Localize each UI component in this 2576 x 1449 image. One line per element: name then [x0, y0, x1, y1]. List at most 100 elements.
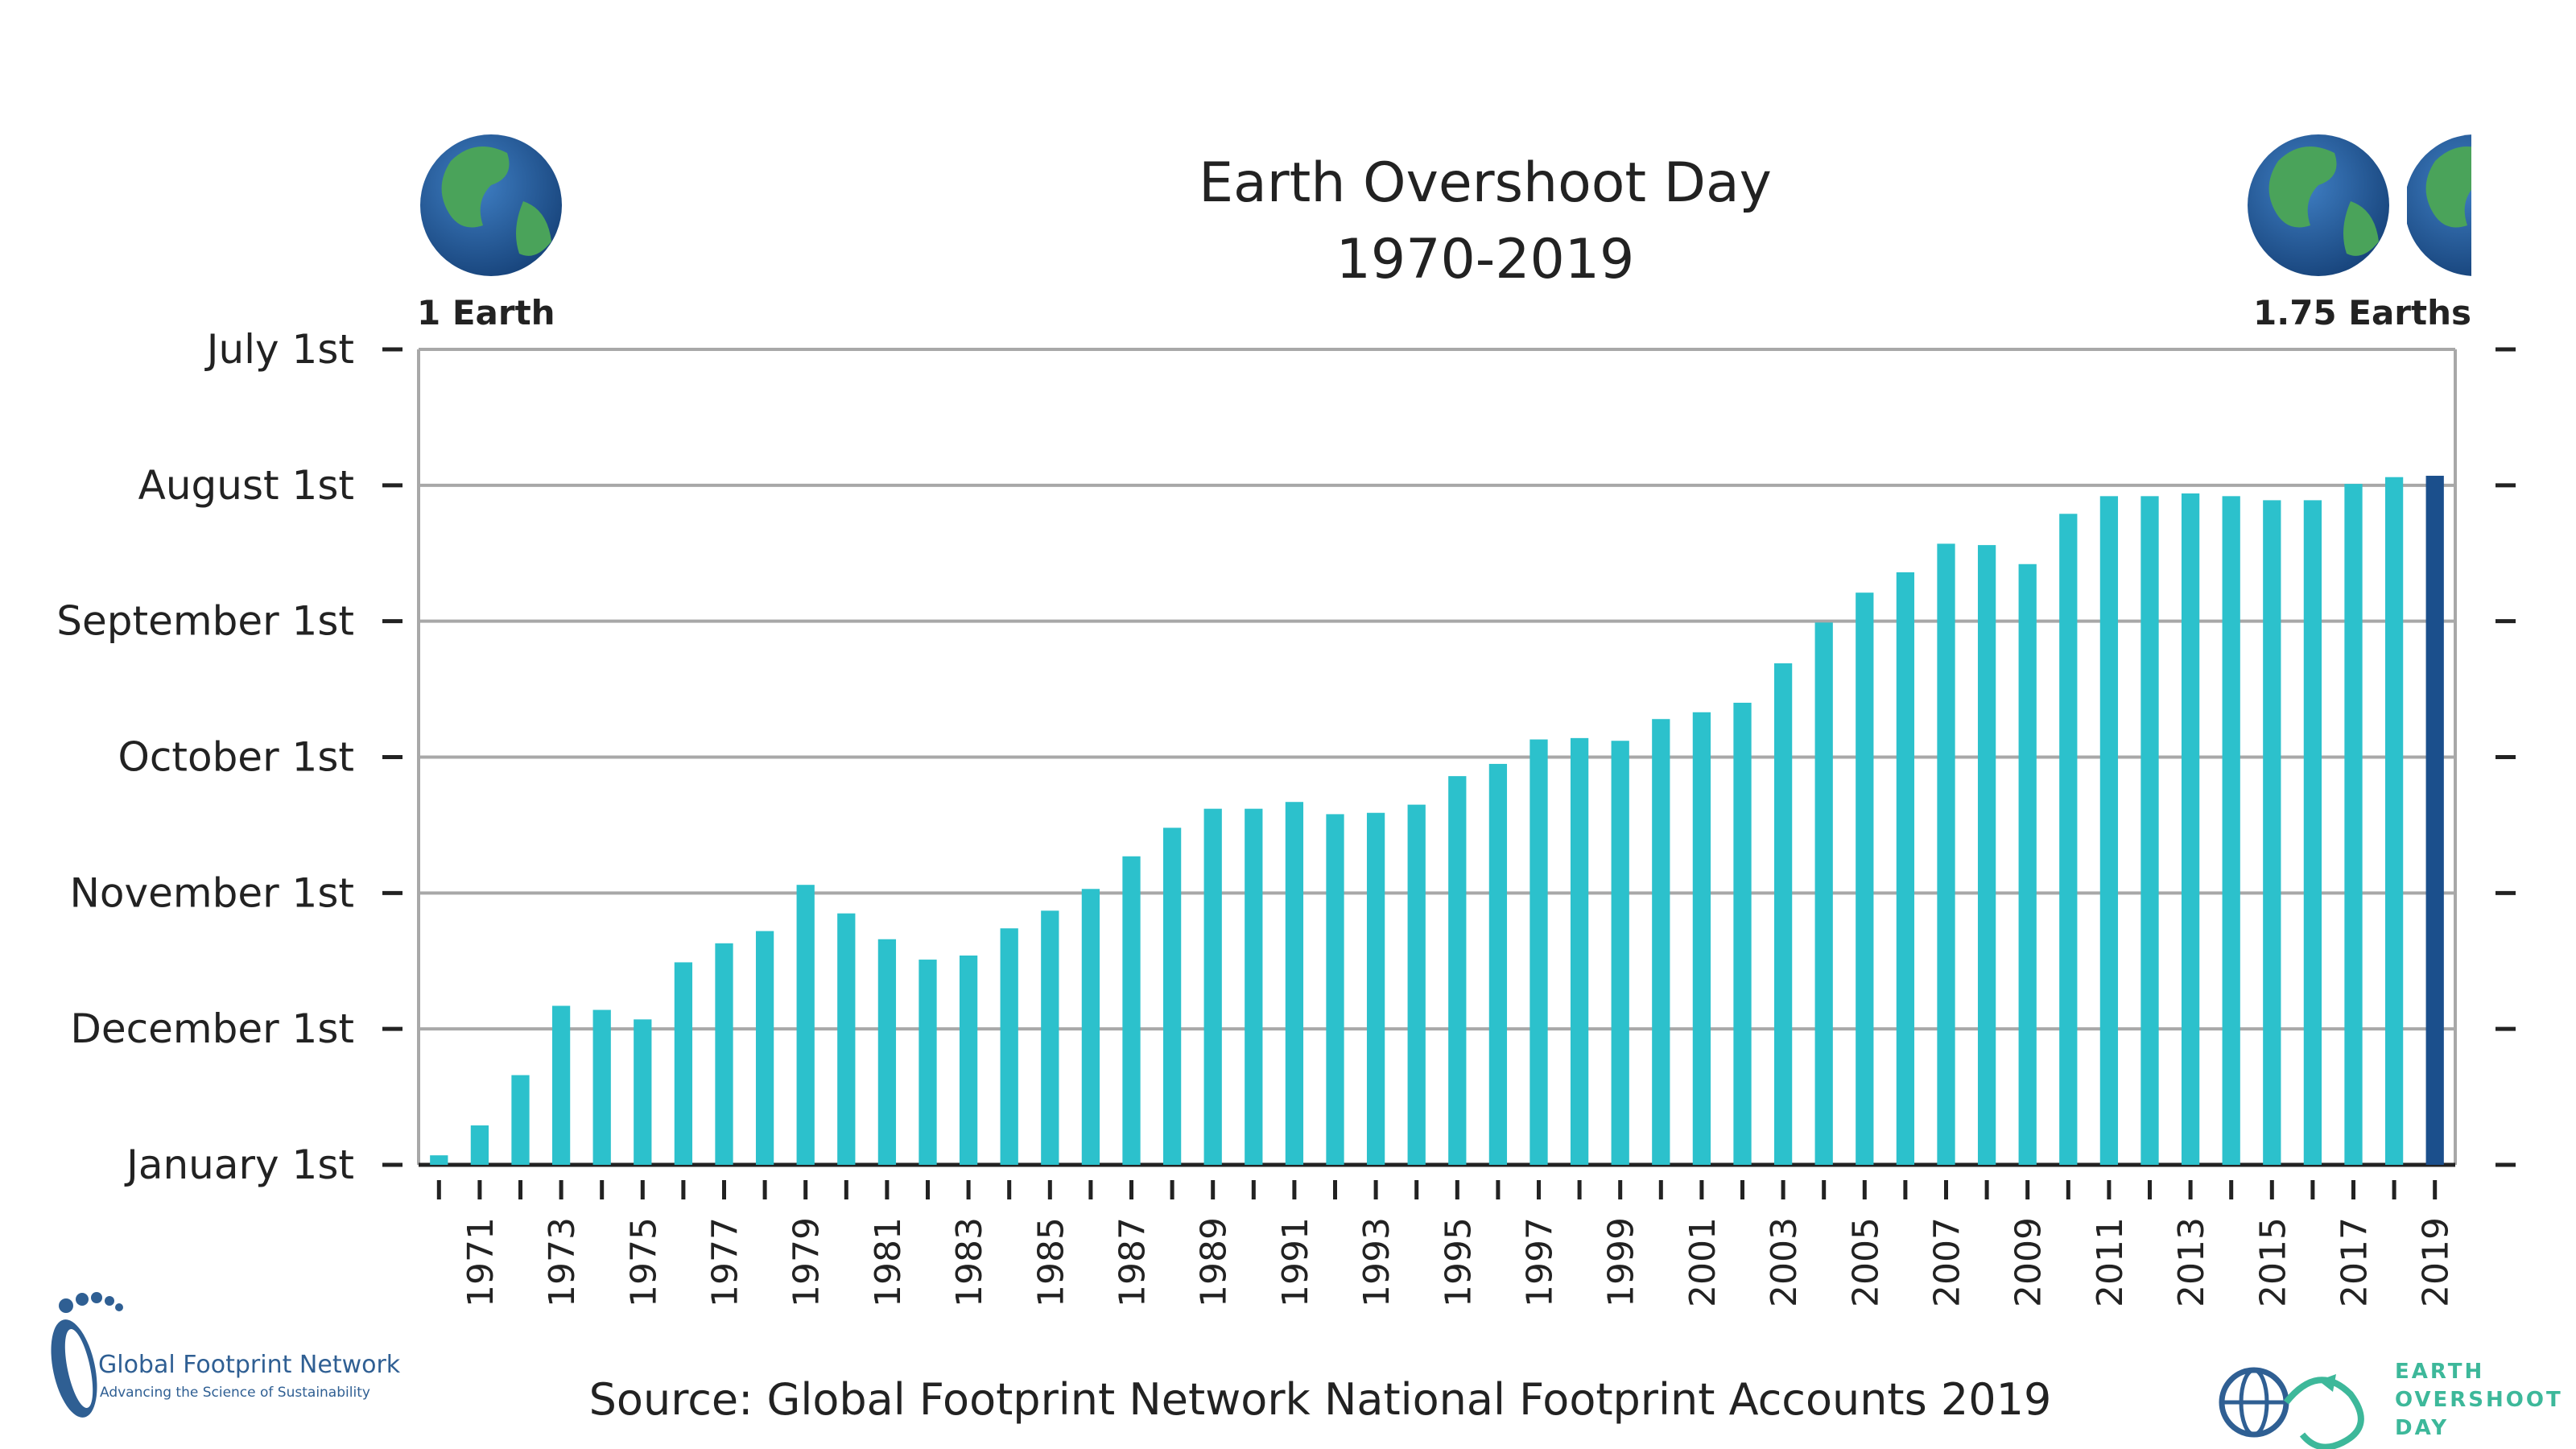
- bar-2003: [1773, 663, 1793, 1165]
- globe-icon-left: [420, 134, 562, 276]
- x-tick-label: 1989: [1194, 1217, 1235, 1307]
- y-tick-label: December 1st: [70, 1005, 354, 1052]
- y-tick-label: September 1st: [56, 598, 354, 645]
- bar-1979: [796, 885, 815, 1165]
- bar-2018: [2384, 477, 2404, 1165]
- x-tick-label: 1981: [868, 1217, 909, 1307]
- bar-1997: [1530, 739, 1548, 1165]
- x-tick-label: 2005: [1845, 1217, 1886, 1307]
- one-earth-label: 1 Earth: [417, 293, 555, 332]
- bar-1991: [1285, 802, 1304, 1165]
- eod-logo: EARTH OVERSHOOT DAY: [2219, 1360, 2563, 1449]
- bar-1989: [1203, 808, 1222, 1165]
- bar-1988: [1162, 828, 1182, 1165]
- bar-2016: [2303, 500, 2322, 1165]
- x-axis-labels: 1971 1973 1975 1977 1979 1981 1983 1985 1987 1989…: [460, 1217, 2457, 1307]
- one-point-seven-five-earths-label: 1.75 Earths: [2253, 293, 2471, 332]
- globe-loop-icon: [2219, 1367, 2364, 1449]
- bar-1977: [715, 943, 733, 1165]
- x-tick-label: 1977: [705, 1217, 746, 1307]
- x-tick-label: 2009: [2008, 1217, 2050, 1307]
- bar-1990: [1245, 808, 1263, 1165]
- x-tick-label: 1973: [542, 1217, 583, 1307]
- bar-2002: [1733, 702, 1752, 1165]
- bar-2009: [2018, 564, 2037, 1165]
- bar-2017: [2344, 484, 2363, 1165]
- bar-2000: [1652, 719, 1670, 1165]
- axis-ticks: [382, 347, 2516, 1199]
- x-tick-label: 2015: [2252, 1217, 2293, 1307]
- bar-2014: [2222, 496, 2240, 1165]
- x-tick-label: 1987: [1113, 1217, 1154, 1307]
- globe-icon-right-1: [2248, 134, 2389, 276]
- bar-1993: [1366, 812, 1385, 1165]
- y-tick-label: January 1st: [124, 1141, 354, 1188]
- x-tick-label: 1997: [1520, 1217, 1561, 1307]
- x-tick-label: 2011: [2090, 1217, 2131, 1307]
- bar-1970: [430, 1155, 448, 1165]
- x-tick-label: 1983: [949, 1217, 990, 1307]
- bar-2007: [1937, 543, 1955, 1165]
- x-tick-label: 2013: [2171, 1217, 2212, 1307]
- bar-1981: [877, 939, 897, 1165]
- bar-1982: [919, 960, 937, 1165]
- x-tick-label: 1979: [786, 1217, 828, 1307]
- chart-subtitle: 1970-2019: [1336, 228, 1635, 291]
- gfn-logo: Global Footprint Network Advancing the S…: [51, 1292, 401, 1418]
- bar-2013: [2181, 493, 2200, 1165]
- x-tick-label: 2001: [1682, 1217, 1724, 1307]
- bar-2004: [1814, 622, 1833, 1165]
- bar-1983: [959, 955, 978, 1165]
- bar-2019: [2425, 476, 2444, 1165]
- footprint-icon: [51, 1292, 123, 1418]
- bar-1995: [1448, 776, 1467, 1165]
- eod-logo-line-3: DAY: [2395, 1416, 2449, 1440]
- eod-logo-line-2: OVERSHOOT: [2395, 1388, 2563, 1412]
- bar-1984: [1000, 928, 1018, 1165]
- x-tick-label: 1999: [1601, 1217, 1642, 1307]
- x-tick-label: 1975: [623, 1217, 664, 1307]
- bar-1987: [1122, 856, 1141, 1165]
- y-tick-label: July 1st: [204, 326, 354, 373]
- bar-1998: [1570, 737, 1589, 1165]
- bar-2011: [2099, 496, 2119, 1165]
- bar-1996: [1488, 763, 1508, 1165]
- bar-1986: [1081, 889, 1100, 1165]
- bar-2001: [1692, 712, 1711, 1165]
- bar-2012: [2140, 496, 2159, 1165]
- bar-1999: [1611, 741, 1629, 1165]
- globe-icon-right-half: [2407, 134, 2471, 276]
- bar-1974: [592, 1009, 611, 1165]
- bar-1978: [755, 931, 774, 1165]
- x-tick-label: 2017: [2334, 1217, 2376, 1307]
- bars: [430, 476, 2444, 1165]
- x-tick-label: 1993: [1356, 1217, 1397, 1307]
- bar-1976: [674, 962, 693, 1165]
- bar-1972: [511, 1075, 530, 1165]
- x-tick-label: 2007: [1927, 1217, 1968, 1307]
- x-tick-label: 2003: [1764, 1217, 1805, 1307]
- bar-2015: [2263, 500, 2281, 1165]
- y-axis-labels: January 1st December 1st November 1st Octob…: [56, 326, 354, 1188]
- eod-logo-line-1: EARTH: [2395, 1360, 2484, 1384]
- gfn-logo-name: Global Footprint Network: [98, 1351, 401, 1379]
- x-tick-label: 1991: [1275, 1217, 1316, 1307]
- source-note: Source: Global Footprint Network Nationa…: [589, 1374, 2052, 1425]
- bar-1985: [1041, 910, 1059, 1165]
- gfn-logo-tagline: Advancing the Science of Sustainability: [100, 1385, 370, 1401]
- y-tick-label: November 1st: [70, 869, 354, 916]
- bar-1980: [837, 913, 856, 1165]
- bar-1971: [470, 1125, 489, 1165]
- bar-1975: [634, 1019, 652, 1165]
- chart-title: Earth Overshoot Day: [1199, 151, 1772, 215]
- bar-1992: [1326, 814, 1344, 1165]
- x-tick-label: 1995: [1438, 1217, 1479, 1307]
- bar-2005: [1856, 592, 1874, 1165]
- bar-1994: [1407, 804, 1426, 1165]
- x-tick-label: 2019: [2416, 1217, 2457, 1307]
- x-tick-label: 1985: [1030, 1217, 1071, 1307]
- bar-2008: [1977, 545, 1996, 1165]
- x-tick-label: 1971: [460, 1217, 502, 1307]
- bar-2010: [2059, 514, 2078, 1165]
